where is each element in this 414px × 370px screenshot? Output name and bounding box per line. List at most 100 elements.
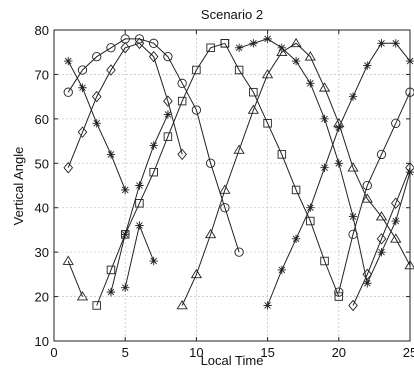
y-tick-label: 30	[35, 245, 49, 260]
circle-marker	[205, 158, 216, 168]
circle-marker	[234, 247, 244, 257]
star-marker	[78, 83, 87, 92]
circle-marker	[362, 180, 372, 191]
star-marker	[135, 221, 144, 230]
series-13	[334, 87, 414, 297]
square-marker	[135, 199, 144, 208]
y-tick-label: 40	[35, 201, 49, 216]
circle-marker	[191, 105, 202, 115]
star-marker	[121, 185, 130, 195]
square-marker	[149, 167, 158, 177]
star-marker	[363, 61, 372, 70]
diamond-marker	[177, 148, 187, 161]
series-line	[96, 42, 226, 306]
triangle-marker	[276, 46, 288, 57]
series-line	[238, 38, 411, 285]
circle-marker	[163, 52, 173, 62]
star-marker	[291, 56, 301, 66]
series-line	[224, 43, 340, 297]
triangle-marker	[390, 233, 402, 243]
diamond-marker	[106, 64, 116, 76]
series-10	[234, 34, 414, 288]
square-marker	[92, 301, 101, 310]
plot-series	[62, 34, 414, 312]
star-marker	[277, 265, 287, 275]
series-line	[67, 42, 183, 168]
x-tick-label: 5	[122, 345, 129, 360]
y-tick-label: 80	[35, 23, 49, 38]
y-tick-label: 50	[35, 156, 49, 171]
circle-marker	[177, 78, 187, 88]
x-tick-label: 0	[50, 345, 57, 360]
star-marker	[149, 256, 158, 266]
series-line	[181, 42, 411, 306]
square-marker	[106, 265, 116, 275]
x-tick-label: 25	[403, 345, 414, 360]
y-tick-label: 10	[35, 334, 49, 349]
triangle-marker	[176, 299, 188, 310]
diamond-marker	[348, 299, 358, 312]
y-axis-label: Vertical Angle	[11, 147, 26, 226]
star-marker	[263, 34, 272, 44]
star-marker	[291, 234, 301, 244]
star-marker	[391, 216, 400, 226]
x-axis-label: Local Time	[201, 353, 264, 368]
star-marker	[263, 301, 272, 310]
square-marker	[163, 132, 173, 141]
series-7	[121, 221, 158, 292]
star-marker	[64, 56, 73, 66]
circle-marker	[92, 52, 102, 62]
x-tick-label: 20	[332, 345, 346, 360]
diamond-marker	[148, 50, 159, 63]
star-marker	[135, 181, 144, 190]
star-marker	[348, 212, 358, 221]
triangle-marker	[318, 82, 331, 92]
series-5	[63, 37, 187, 174]
series-1	[64, 56, 130, 195]
series-line	[352, 167, 411, 306]
x-tick-label: 15	[260, 345, 274, 360]
chart-title: Scenario 2	[201, 7, 263, 22]
star-marker	[334, 159, 343, 168]
y-tick-label: 60	[35, 112, 49, 127]
triangle-marker	[233, 144, 245, 154]
star-marker	[149, 141, 158, 150]
square-marker	[206, 43, 215, 53]
square-marker	[249, 87, 258, 97]
triangle-marker	[76, 291, 89, 301]
circle-marker	[220, 203, 230, 213]
circle-marker	[149, 38, 159, 48]
star-marker	[106, 287, 116, 297]
series-11	[263, 39, 414, 310]
diamond-marker	[77, 126, 88, 138]
circle-marker	[63, 87, 73, 97]
diamond-marker	[120, 42, 130, 54]
square-marker	[234, 65, 244, 75]
square-marker	[334, 292, 344, 301]
plot-frame	[53, 29, 411, 342]
series-line	[124, 223, 155, 288]
triangle-marker	[247, 104, 259, 114]
star-marker	[377, 247, 386, 257]
star-marker	[92, 119, 101, 128]
series-line	[67, 38, 240, 253]
star-marker	[249, 39, 258, 48]
star-marker	[377, 39, 386, 48]
circle-marker	[106, 43, 116, 53]
star-marker	[320, 163, 329, 172]
series-12	[348, 161, 414, 312]
star-marker	[106, 150, 116, 159]
series-line	[338, 91, 411, 293]
star-marker	[306, 79, 315, 88]
y-tick-label: 20	[35, 290, 49, 305]
diamond-marker	[390, 197, 401, 210]
triangle-marker	[190, 268, 203, 279]
circle-marker	[376, 149, 387, 160]
square-marker	[277, 150, 287, 159]
circle-marker	[77, 65, 88, 75]
star-marker	[363, 279, 372, 288]
star-marker	[163, 110, 173, 119]
circle-marker	[391, 118, 401, 128]
